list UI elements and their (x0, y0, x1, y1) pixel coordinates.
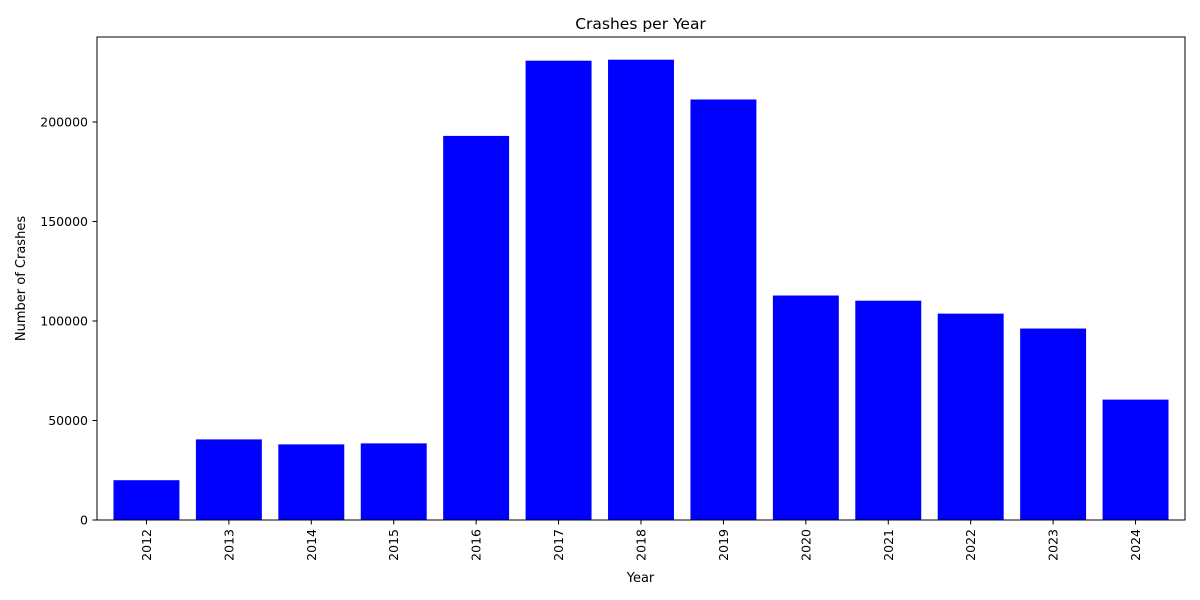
bar-2021 (855, 300, 922, 520)
bar-2016 (443, 135, 510, 521)
x-tick-label: 2021 (881, 529, 896, 561)
bar-2014 (278, 444, 345, 520)
bars-group (113, 59, 1169, 521)
bar-2017 (525, 60, 592, 521)
x-tick-label: 2019 (716, 529, 731, 561)
y-tick-label: 100000 (40, 313, 88, 328)
x-tick-label: 2017 (551, 529, 566, 561)
bar-2013 (195, 439, 262, 520)
x-tick-label: 2018 (634, 529, 649, 561)
bar-2024 (1102, 399, 1169, 520)
bar-2015 (360, 443, 427, 520)
bar-2018 (608, 59, 674, 521)
x-tick-label: 2013 (221, 529, 236, 561)
y-axis: 0 50000 100000 150000 200000 (40, 114, 97, 528)
x-tick-label: 2020 (798, 529, 813, 561)
bar-2020 (772, 295, 839, 520)
x-axis-label: Year (626, 571, 655, 586)
bar-2012 (113, 480, 180, 520)
x-tick-label: 2022 (963, 529, 978, 561)
x-tick-label: 2012 (139, 529, 154, 561)
y-tick-label: 150000 (40, 214, 88, 229)
x-tick-label: 2014 (304, 529, 319, 561)
y-tick-label: 200000 (40, 114, 88, 129)
x-axis: 2012 2013 2014 2015 2016 2017 2018 2019 2020 2021… (139, 520, 1143, 561)
x-tick-label: 2015 (386, 529, 401, 561)
bar-2022 (937, 313, 1004, 520)
bar-2023 (1020, 328, 1087, 520)
y-tick-label: 0 (80, 513, 88, 528)
chart-title: Crashes per Year (575, 15, 706, 33)
y-tick-label: 50000 (48, 413, 88, 428)
bar-2019 (690, 99, 757, 520)
x-tick-label: 2023 (1046, 529, 1061, 561)
y-axis-label: Number of Crashes (14, 216, 29, 341)
x-tick-label: 2024 (1128, 529, 1143, 561)
x-tick-label: 2016 (469, 529, 484, 561)
